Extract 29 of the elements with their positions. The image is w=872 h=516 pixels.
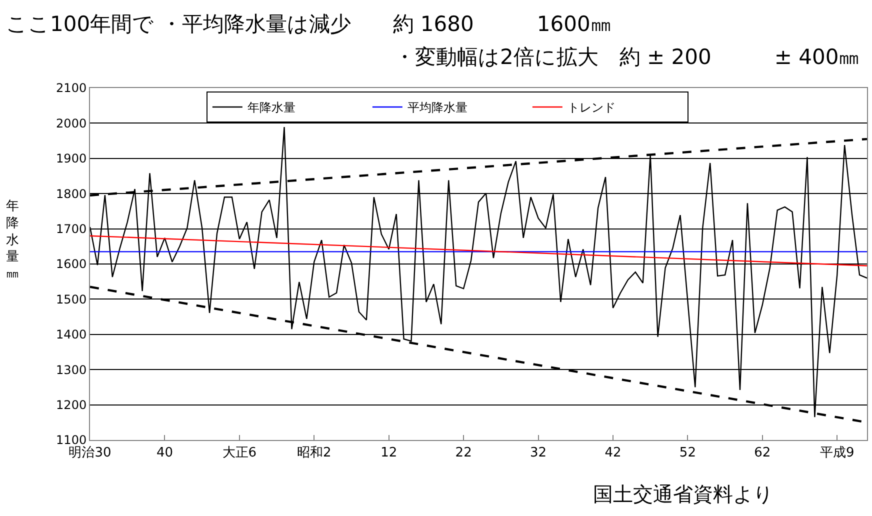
x-tick-label: 平成9 xyxy=(820,446,854,461)
x-tick-label: 32 xyxy=(530,446,547,461)
legend-label: 平均降水量 xyxy=(407,100,468,115)
y-tick-label: 1600 xyxy=(56,257,87,272)
y-tick-label: 1700 xyxy=(56,222,87,236)
x-tick-label: 40 xyxy=(156,446,173,461)
y-tick-label: 2100 xyxy=(56,81,87,96)
y-tick-label: 2000 xyxy=(56,116,87,130)
y-tick-label: 1300 xyxy=(56,362,87,377)
x-tick-label: 42 xyxy=(604,446,622,461)
text: 国土交通省資料より xyxy=(593,482,773,506)
x-tick-label: 大正6 xyxy=(222,446,257,461)
x-tick-label: 52 xyxy=(679,446,696,461)
legend-label: トレンド xyxy=(567,100,616,115)
chart-subtitle: ・変動幅は2倍に拡大 約 ± 200 ± 400㎜ xyxy=(394,45,860,69)
x-tick-label: 明治30 xyxy=(68,446,112,461)
y-tick-label: 1200 xyxy=(56,398,87,412)
y-tick-label: 1900 xyxy=(56,152,87,166)
x-tick-label: 12 xyxy=(380,446,398,461)
y-tick-label: 1500 xyxy=(56,292,87,306)
x-tick-label: 62 xyxy=(754,446,771,461)
chart-title: ここ100年間で ・平均降水量は減少 約 1680 1600㎜ xyxy=(6,12,612,36)
y-tick-label: 1800 xyxy=(56,186,87,201)
x-tick-label: 昭和2 xyxy=(296,446,332,461)
legend-label: 年降水量 xyxy=(247,100,296,115)
y-tick-label: 1100 xyxy=(56,433,87,448)
y-tick-label: 1400 xyxy=(56,328,87,342)
x-tick-label: 22 xyxy=(455,446,472,461)
y-axis-title: 年降水量㎜ xyxy=(6,199,19,282)
